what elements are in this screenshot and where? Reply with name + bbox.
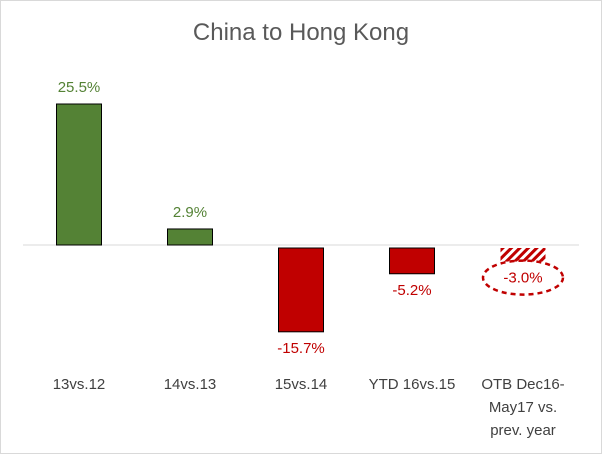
value-label-4: -3.0% [503, 270, 542, 287]
value-label-1: 2.9% [173, 204, 207, 221]
category-label-0: 13vs.12 [53, 376, 106, 393]
value-label-0: 25.5% [58, 79, 101, 96]
chart-title: China to Hong Kong [192, 19, 410, 46]
bar-4 [500, 248, 546, 262]
value-label-2: -15.7% [277, 340, 325, 357]
category-label-2: 15vs.14 [275, 376, 328, 393]
bar-3 [389, 247, 435, 275]
category-label-4: OTB Dec16-May17 vs. prev. year [481, 376, 564, 439]
highlight-ellipse [481, 259, 565, 296]
bar-1 [167, 228, 213, 246]
category-label-1: 14vs.13 [164, 376, 217, 393]
category-label-3: YTD 16vs.15 [369, 376, 456, 393]
value-label-3: -5.2% [392, 282, 431, 299]
bar-0 [56, 103, 102, 246]
bar-2 [278, 247, 324, 333]
